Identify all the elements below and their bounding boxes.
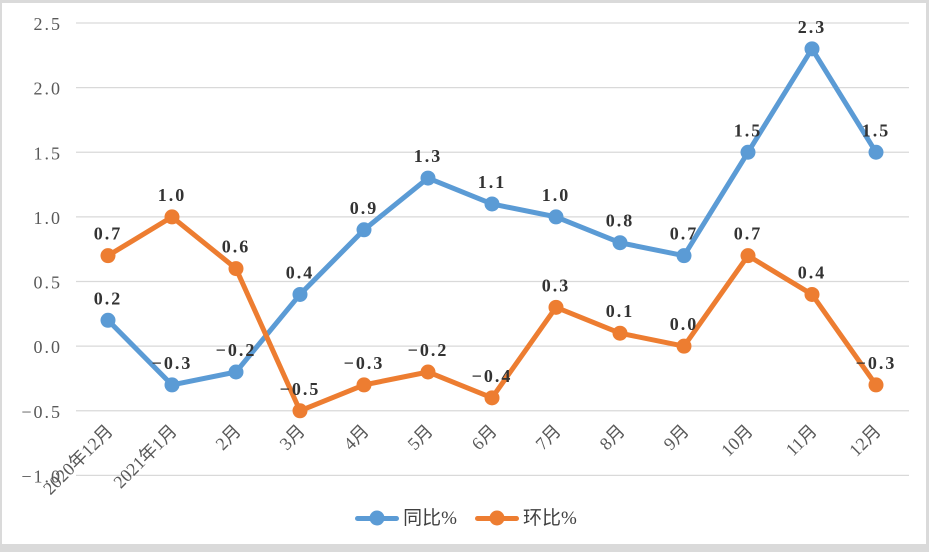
data-point-marker xyxy=(484,390,500,406)
data-point-marker xyxy=(484,196,500,212)
x-axis-tick-label: 3月 xyxy=(276,421,309,454)
y-axis-tick-label: 0.5 xyxy=(34,273,63,293)
data-point-marker xyxy=(676,338,692,354)
data-point-marker xyxy=(228,261,244,277)
data-point-marker xyxy=(100,248,116,264)
data-label: 1.0 xyxy=(158,185,187,205)
data-point-marker xyxy=(292,286,308,302)
y-axis-tick-label: 0.0 xyxy=(34,337,63,357)
data-point-marker xyxy=(676,248,692,264)
x-axis-tick-label: 11月 xyxy=(782,421,821,460)
data-label: −0.5 xyxy=(280,379,321,399)
data-point-marker xyxy=(804,286,820,302)
data-point-marker xyxy=(740,248,756,264)
data-point-marker xyxy=(228,364,244,380)
legend-item-tongbi: 同比% xyxy=(355,509,457,528)
x-axis-tick-label: 12月 xyxy=(845,421,885,461)
data-label: 0.4 xyxy=(798,262,827,282)
data-label: 0.1 xyxy=(606,301,635,321)
legend-dot-marker-orange xyxy=(489,510,505,526)
data-point-marker xyxy=(612,235,628,251)
legend-line-marker-blue xyxy=(355,510,400,526)
data-label: 0.7 xyxy=(94,224,123,244)
data-label: −0.4 xyxy=(472,366,513,386)
data-label: −0.3 xyxy=(152,353,193,373)
data-point-marker xyxy=(356,377,372,393)
data-point-marker xyxy=(612,325,628,341)
y-axis-tick-label: 1.5 xyxy=(34,143,63,163)
legend-item-huanbi: 环比% xyxy=(475,509,577,528)
data-label: 0.2 xyxy=(94,288,123,308)
data-label: 1.0 xyxy=(542,185,571,205)
data-label: 2.3 xyxy=(798,17,827,37)
data-point-marker xyxy=(420,170,436,186)
x-axis-tick-label: 8月 xyxy=(596,421,629,454)
data-label: 1.5 xyxy=(734,120,763,140)
data-label: 0.9 xyxy=(350,198,379,218)
line-chart-plot: 2.5 2.0 1.5 1.0 0.5 0.0 −0.5 −1.02020年12月2021年1… xyxy=(21,14,909,499)
x-axis-tick-label: 4月 xyxy=(340,421,373,454)
data-point-marker xyxy=(740,144,756,160)
data-point-marker xyxy=(548,299,564,315)
data-label: −0.2 xyxy=(408,340,449,360)
x-axis-tick-label: 10月 xyxy=(717,421,757,461)
data-label: 0.0 xyxy=(670,314,699,334)
data-point-marker xyxy=(804,41,820,57)
data-label: −0.3 xyxy=(856,353,897,373)
data-label: −0.3 xyxy=(344,353,385,373)
data-point-marker xyxy=(868,144,884,160)
chart-legend: 同比% 环比% xyxy=(0,501,932,535)
x-axis-tick-label: 5月 xyxy=(404,421,437,454)
x-axis-tick-label: 2021年1月 xyxy=(109,421,180,492)
data-point-marker xyxy=(356,222,372,238)
data-point-marker xyxy=(164,209,180,225)
data-label: 0.7 xyxy=(734,224,763,244)
y-axis-tick-label: 1.0 xyxy=(34,208,63,228)
data-label: −0.2 xyxy=(216,340,257,360)
y-axis-tick-label: 2.0 xyxy=(34,79,63,99)
x-axis-tick-label: 2月 xyxy=(212,421,245,454)
data-point-marker xyxy=(100,312,116,328)
data-point-marker xyxy=(868,377,884,393)
data-point-marker xyxy=(548,209,564,225)
y-axis-tick-label: −1.0 xyxy=(21,466,62,486)
data-point-marker xyxy=(420,364,436,380)
x-axis-tick-label: 9月 xyxy=(660,421,693,454)
data-label: 0.7 xyxy=(670,224,699,244)
data-label: 1.5 xyxy=(862,120,891,140)
legend-dot-marker-blue xyxy=(369,510,385,526)
data-label: 0.6 xyxy=(222,237,251,257)
x-axis-tick-label: 7月 xyxy=(532,421,565,454)
legend-line-marker-orange xyxy=(475,510,519,526)
data-label: 0.3 xyxy=(542,275,571,295)
data-label: 1.1 xyxy=(478,172,507,192)
data-point-marker xyxy=(292,403,308,419)
legend-label-huanbi: 环比% xyxy=(523,507,577,529)
data-label: 0.4 xyxy=(286,262,315,282)
data-label: 1.3 xyxy=(414,146,443,166)
y-axis-tick-label: −0.5 xyxy=(21,402,62,422)
data-point-marker xyxy=(164,377,180,393)
data-label: 0.8 xyxy=(606,211,635,231)
y-axis-tick-label: 2.5 xyxy=(34,14,63,34)
legend-label-tongbi: 同比% xyxy=(403,507,457,529)
x-axis-tick-label: 6月 xyxy=(468,421,501,454)
x-axis-tick-label: 2020年12月 xyxy=(39,421,117,499)
